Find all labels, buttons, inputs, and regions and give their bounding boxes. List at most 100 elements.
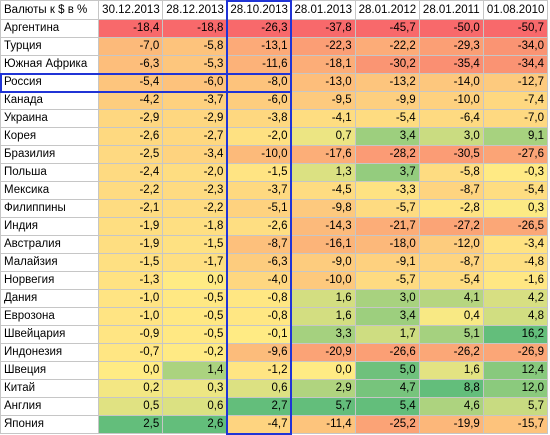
country-name-cell[interactable]: Мексика: [0, 181, 100, 200]
value-cell[interactable]: 0,4: [418, 307, 484, 326]
column-header-cell[interactable]: 28.01.2013: [290, 0, 356, 20]
value-cell[interactable]: 4,8: [482, 307, 549, 326]
value-cell[interactable]: -29,3: [418, 37, 484, 56]
value-cell[interactable]: 0,3: [482, 199, 549, 218]
value-cell[interactable]: -2,3: [162, 181, 228, 200]
value-cell[interactable]: -5,7: [354, 271, 420, 290]
value-cell[interactable]: -27,6: [482, 145, 549, 164]
value-cell[interactable]: -1,8: [162, 217, 228, 236]
value-cell[interactable]: -1,0: [98, 307, 164, 326]
value-cell[interactable]: 0,5: [98, 397, 164, 416]
value-cell[interactable]: -45,7: [354, 19, 420, 38]
value-cell[interactable]: -0,5: [162, 325, 228, 344]
value-cell[interactable]: -13,2: [354, 73, 420, 92]
value-cell[interactable]: 0,0: [290, 361, 356, 380]
country-name-cell[interactable]: Филиппины: [0, 199, 100, 218]
value-cell[interactable]: -1,9: [98, 235, 164, 254]
value-cell[interactable]: -5,4: [418, 271, 484, 290]
value-cell[interactable]: -26,6: [354, 343, 420, 362]
value-cell[interactable]: -14,3: [290, 217, 356, 236]
value-cell[interactable]: 4,7: [354, 379, 420, 398]
value-cell[interactable]: -4,0: [226, 271, 292, 290]
value-cell[interactable]: -1,0: [98, 289, 164, 308]
value-cell[interactable]: -2,5: [98, 145, 164, 164]
country-name-cell[interactable]: Швеция: [0, 361, 100, 380]
value-cell[interactable]: -25,2: [354, 415, 420, 434]
country-name-cell[interactable]: Норвегия: [0, 271, 100, 290]
value-cell[interactable]: -1,6: [482, 271, 549, 290]
value-cell[interactable]: -18,8: [162, 19, 228, 38]
country-name-cell[interactable]: Индия: [0, 217, 100, 236]
value-cell[interactable]: 2,6: [162, 415, 228, 434]
value-cell[interactable]: -8,7: [418, 253, 484, 272]
country-name-cell[interactable]: Бразилия: [0, 145, 100, 164]
value-cell[interactable]: -2,1: [98, 199, 164, 218]
value-cell[interactable]: -9,6: [226, 343, 292, 362]
value-cell[interactable]: -34,4: [482, 55, 549, 74]
country-name-cell[interactable]: Индонезия: [0, 343, 100, 362]
value-cell[interactable]: -21,7: [354, 217, 420, 236]
value-cell[interactable]: -26,9: [482, 343, 549, 362]
column-header-cell[interactable]: 01.08.2010: [482, 0, 549, 20]
value-cell[interactable]: -4,2: [98, 91, 164, 110]
value-cell[interactable]: 4,1: [418, 289, 484, 308]
value-cell[interactable]: -0,3: [482, 163, 549, 182]
country-name-cell[interactable]: Южная Африка: [0, 55, 100, 74]
value-cell[interactable]: 5,0: [354, 361, 420, 380]
value-cell[interactable]: -0,5: [162, 307, 228, 326]
value-cell[interactable]: -3,4: [482, 235, 549, 254]
value-cell[interactable]: -26,3: [226, 19, 292, 38]
value-cell[interactable]: -0,9: [98, 325, 164, 344]
value-cell[interactable]: -30,2: [354, 55, 420, 74]
value-cell[interactable]: 9,1: [482, 127, 549, 146]
value-cell[interactable]: -7,4: [482, 91, 549, 110]
value-cell[interactable]: 3,4: [354, 307, 420, 326]
value-cell[interactable]: -8,0: [226, 73, 292, 92]
value-cell[interactable]: 4,2: [482, 289, 549, 308]
value-cell[interactable]: -27,2: [418, 217, 484, 236]
value-cell[interactable]: -22,3: [290, 37, 356, 56]
country-name-cell[interactable]: Турция: [0, 37, 100, 56]
column-header-cell[interactable]: 28.01.2012: [354, 0, 420, 20]
value-cell[interactable]: 2,9: [290, 379, 356, 398]
value-cell[interactable]: -1,7: [162, 253, 228, 272]
value-cell[interactable]: -5,4: [482, 181, 549, 200]
value-cell[interactable]: -0,2: [162, 343, 228, 362]
value-cell[interactable]: 5,1: [418, 325, 484, 344]
value-cell[interactable]: -3,3: [354, 181, 420, 200]
value-cell[interactable]: -1,2: [226, 361, 292, 380]
value-cell[interactable]: -6,4: [418, 109, 484, 128]
value-cell[interactable]: -2,0: [226, 127, 292, 146]
value-cell[interactable]: -2,6: [98, 127, 164, 146]
value-cell[interactable]: -18,1: [290, 55, 356, 74]
value-cell[interactable]: -4,8: [482, 253, 549, 272]
value-cell[interactable]: -9,0: [290, 253, 356, 272]
value-cell[interactable]: -4,7: [226, 415, 292, 434]
value-cell[interactable]: 5,7: [290, 397, 356, 416]
value-cell[interactable]: -9,1: [354, 253, 420, 272]
country-name-cell[interactable]: Дания: [0, 289, 100, 308]
value-cell[interactable]: -20,9: [290, 343, 356, 362]
value-cell[interactable]: -18,0: [354, 235, 420, 254]
value-cell[interactable]: -7,0: [98, 37, 164, 56]
value-cell[interactable]: -3,7: [226, 181, 292, 200]
corner-header-cell[interactable]: Валюты к $ в %: [0, 0, 100, 20]
value-cell[interactable]: -15,7: [482, 415, 549, 434]
country-name-cell[interactable]: Англия: [0, 397, 100, 416]
value-cell[interactable]: -0,8: [226, 307, 292, 326]
country-name-cell[interactable]: Швейцария: [0, 325, 100, 344]
value-cell[interactable]: -5,1: [226, 199, 292, 218]
value-cell[interactable]: -3,7: [162, 91, 228, 110]
value-cell[interactable]: 8,8: [418, 379, 484, 398]
value-cell[interactable]: 1,6: [418, 361, 484, 380]
value-cell[interactable]: -17,6: [290, 145, 356, 164]
value-cell[interactable]: -1,9: [98, 217, 164, 236]
value-cell[interactable]: 1,6: [290, 307, 356, 326]
value-cell[interactable]: -5,4: [354, 109, 420, 128]
value-cell[interactable]: -10,0: [290, 271, 356, 290]
value-cell[interactable]: -50,7: [482, 19, 549, 38]
value-cell[interactable]: -14,0: [418, 73, 484, 92]
value-cell[interactable]: -1,3: [98, 271, 164, 290]
value-cell[interactable]: -2,2: [162, 199, 228, 218]
value-cell[interactable]: -1,5: [98, 253, 164, 272]
